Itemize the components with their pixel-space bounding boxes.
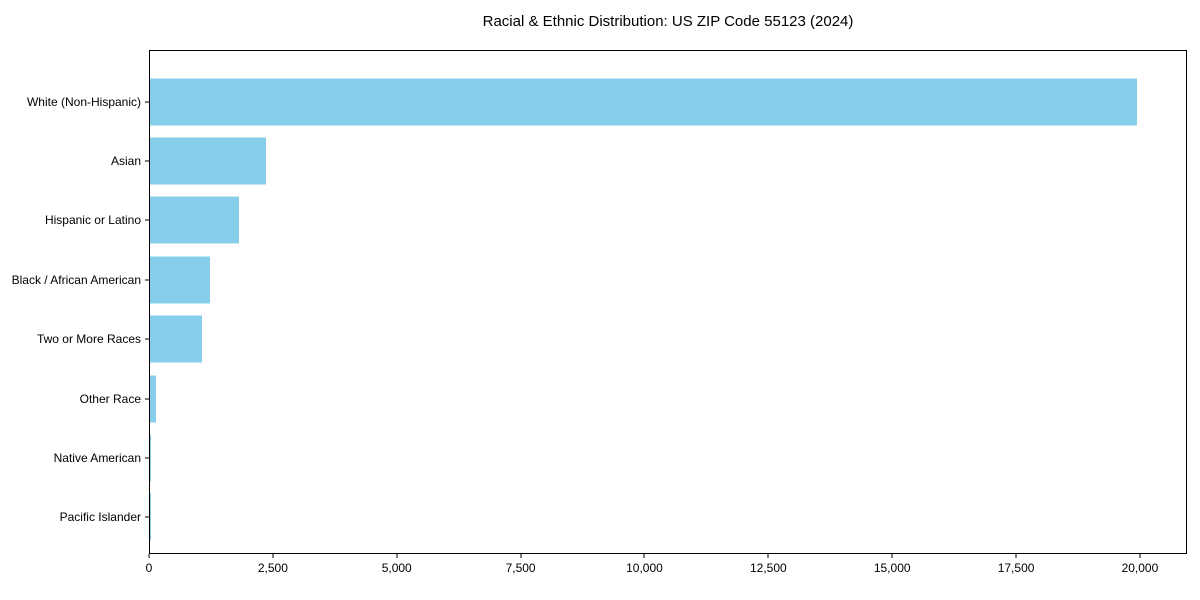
x-tick-mark (148, 554, 150, 558)
x-tick-label: 10,000 (626, 561, 663, 575)
x-tick-mark (767, 554, 769, 558)
x-tick-mark (643, 554, 645, 558)
plot-area: White (Non-Hispanic) Asian Hispanic or Lat… (12, 50, 1187, 554)
bar (150, 137, 267, 185)
x-tick-label: 2,500 (257, 561, 288, 575)
bar-row: Two or More Races (37, 310, 1186, 369)
y-tick-mark (145, 279, 149, 281)
bar (150, 434, 152, 482)
y-axis-label: Native American (53, 450, 141, 465)
y-tick-mark (145, 338, 149, 340)
y-axis-label: Black / African American (11, 272, 141, 287)
x-tick-label: 12,500 (749, 561, 787, 575)
x-tick-label: 20,000 (1121, 561, 1159, 575)
x-tick-label: 15,000 (873, 561, 911, 575)
x-tick-label: 17,500 (997, 561, 1035, 575)
y-tick-mark (145, 101, 149, 103)
bar (150, 375, 156, 423)
x-axis: 0 2,500 5,000 7,500 10,000 12,500 15,000 17,500… (145, 554, 1187, 588)
y-axis-label: Other Race (79, 391, 141, 406)
x-tick-mark (520, 554, 522, 558)
bar-row: Pacific Islander (60, 488, 1186, 547)
bar-row: Hispanic or Latino (45, 191, 1186, 250)
x-tick-mark (272, 554, 274, 558)
bar-row: Black / African American (12, 250, 1186, 309)
y-axis-label: Asian (110, 154, 141, 169)
y-tick-mark (145, 160, 149, 162)
y-tick-mark (145, 457, 149, 459)
x-tick-mark (1015, 554, 1017, 558)
x-tick-mark (891, 554, 893, 558)
bar-row: White (Non-Hispanic) (27, 72, 1186, 131)
x-tick-label: 5,000 (381, 561, 412, 575)
bar (150, 315, 202, 363)
y-axis-label: Hispanic or Latino (44, 213, 141, 228)
y-tick-mark (145, 398, 149, 400)
bar (150, 196, 239, 244)
y-axis-label: White (Non-Hispanic) (26, 94, 141, 109)
bar-row: Native American (54, 428, 1186, 487)
chart-title: Racial & Ethnic Distribution: US ZIP Cod… (482, 13, 854, 30)
y-axis-label: Pacific Islander (59, 510, 141, 525)
bar (150, 78, 1137, 126)
y-axis-label: Two or More Races (36, 332, 141, 347)
bar-row: Asian (111, 131, 1186, 190)
x-tick-label: 7,500 (505, 561, 536, 575)
y-tick-mark (145, 516, 149, 518)
bar (150, 256, 210, 304)
x-tick-mark (1139, 554, 1141, 558)
y-tick-mark (145, 219, 149, 221)
x-tick-mark (396, 554, 398, 558)
bar-row: Other Race (80, 369, 1186, 428)
x-tick-label: 0 (145, 561, 153, 575)
